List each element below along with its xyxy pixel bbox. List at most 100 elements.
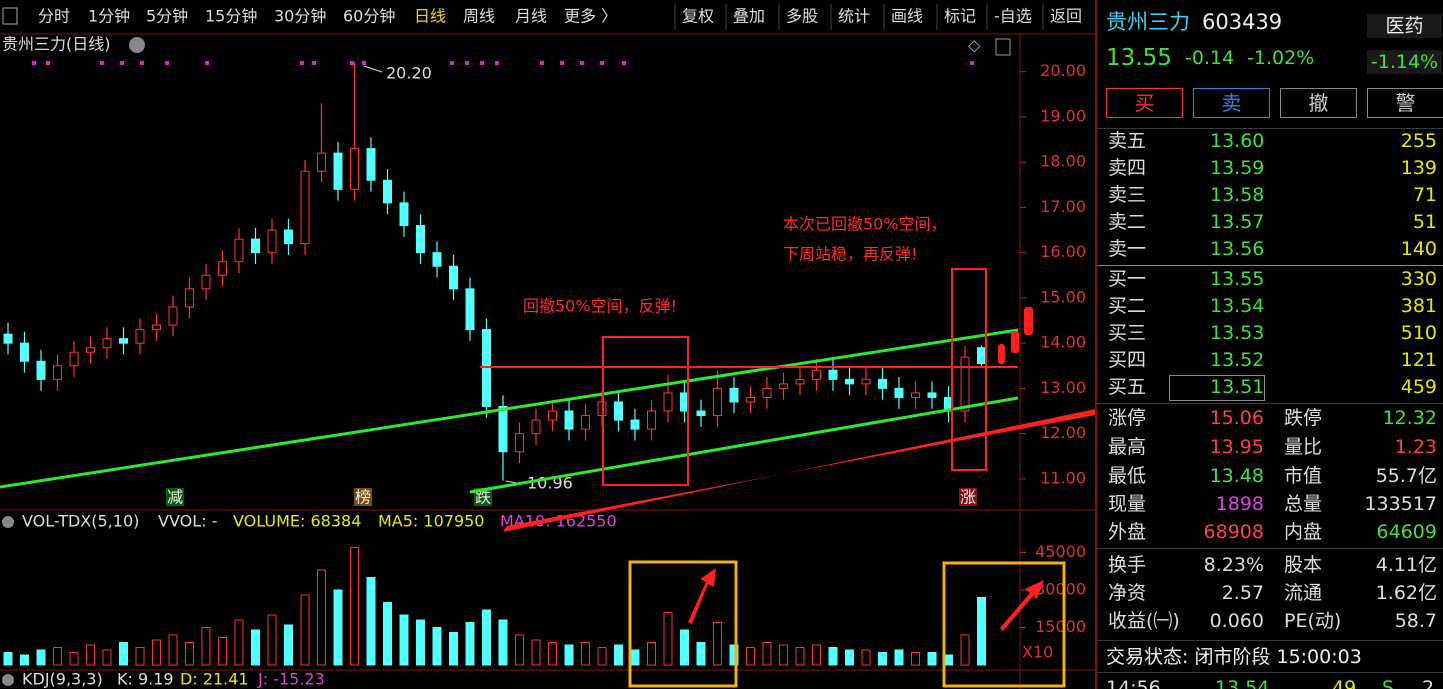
candle-body <box>911 392 920 398</box>
legend-entry: VOLUME: 68384 <box>233 512 361 531</box>
period-tab[interactable]: 5分钟 <box>146 7 188 26</box>
tool-button[interactable]: 多股 <box>786 7 818 26</box>
volume-bar <box>366 577 376 666</box>
candle-body <box>53 365 62 380</box>
highlight-box <box>602 336 689 486</box>
trade-button[interactable]: 撤 <box>1280 88 1357 118</box>
panel-toggle[interactable] <box>995 38 1011 56</box>
candle-body <box>135 329 145 344</box>
period-tab[interactable]: 30分钟 <box>274 7 326 26</box>
arrow-dot <box>1024 307 1033 335</box>
period-tab[interactable]: 周线 <box>463 7 495 26</box>
tool-button[interactable]: 标记 <box>944 7 976 26</box>
candle-body <box>86 347 95 353</box>
volume-bar <box>119 642 128 666</box>
dropdown-icon[interactable] <box>2 516 14 528</box>
volume-bar <box>383 602 392 666</box>
period-tab[interactable]: 更多 〉 <box>564 7 617 26</box>
tool-button[interactable]: 返回 <box>1050 7 1082 26</box>
signal-dot <box>480 61 484 65</box>
change: -0.14 <box>1185 47 1235 69</box>
candle-body <box>234 238 244 263</box>
volume-bar <box>482 609 491 666</box>
volume-bar <box>20 654 29 666</box>
annotation: 回撤50%空间，反弹! <box>523 297 677 316</box>
candle-body <box>977 347 986 365</box>
volume-bar <box>597 647 607 666</box>
volume-bar <box>300 594 310 666</box>
volume-bar <box>399 614 409 666</box>
order-label: 买一 <box>1108 268 1147 290</box>
volume-bar <box>795 647 805 666</box>
sector-change: -1.14% <box>1367 50 1442 74</box>
y-tick-label: 11.00 <box>1040 468 1086 487</box>
tool-button[interactable]: -自选 <box>994 7 1032 26</box>
candle-body <box>845 378 854 385</box>
dropdown-icon[interactable] <box>129 37 145 53</box>
period-tab[interactable]: 分时 <box>38 7 70 26</box>
period-tab[interactable]: 15分钟 <box>205 7 257 26</box>
candle-body <box>894 387 904 398</box>
signal-dot <box>100 61 104 65</box>
candle-body <box>861 378 871 385</box>
chart-title: 贵州三力(日线) <box>2 35 111 54</box>
period-tab[interactable]: 日线 <box>414 7 446 26</box>
period-tab[interactable]: 月线 <box>515 7 547 26</box>
menu-icon[interactable] <box>2 7 18 25</box>
tick-entry: 49 <box>1332 677 1357 689</box>
marker-badge <box>474 488 492 506</box>
separator <box>1097 640 1443 641</box>
signal-dot <box>495 61 499 65</box>
y-tick-label: 30000 <box>1035 580 1086 599</box>
tool-button[interactable]: 叠加 <box>733 7 765 26</box>
stat-label: 股本 <box>1284 554 1323 576</box>
tool-button[interactable]: 统计 <box>838 7 870 26</box>
volume-bar <box>102 649 112 666</box>
stat-label: 收益(㈠) <box>1108 610 1180 632</box>
volume-bar <box>762 642 772 666</box>
trade-button[interactable]: 卖 <box>1193 88 1270 118</box>
stat-value: 1.23 <box>1394 436 1437 458</box>
highlight-box <box>951 268 987 471</box>
volume-bar <box>548 642 557 666</box>
trade-button[interactable]: 警 <box>1367 88 1443 118</box>
volume-bar <box>630 649 640 666</box>
volume-bar <box>696 642 706 666</box>
stat-value: 13.95 <box>1209 436 1264 458</box>
volume-bar <box>812 644 821 666</box>
separator <box>1097 403 1443 404</box>
diamond-icon: ◇ <box>968 36 981 55</box>
y-tick-label: 20.00 <box>1040 61 1086 80</box>
order-price: 13.58 <box>1210 184 1265 206</box>
volume-bar <box>416 619 425 666</box>
volume-bar <box>185 642 194 666</box>
kdj-value: K: 9.19 <box>117 670 174 689</box>
tool-button[interactable]: 复权 <box>682 7 714 26</box>
order-price: 13.59 <box>1210 157 1265 179</box>
kdj-value: J: -15.23 <box>257 670 325 689</box>
volume-bar <box>663 612 673 666</box>
order-volume: 121 <box>1400 349 1437 371</box>
stat-label: 最低 <box>1108 465 1147 487</box>
period-tab[interactable]: 60分钟 <box>343 7 395 26</box>
stat-value: 58.7 <box>1394 610 1437 632</box>
period-tab[interactable]: 1分钟 <box>88 7 130 26</box>
order-volume: 330 <box>1400 268 1437 290</box>
dropdown-icon[interactable] <box>2 674 14 686</box>
order-price: 13.60 <box>1210 130 1265 152</box>
candle-body <box>366 148 376 181</box>
stat-value: 4.11亿 <box>1375 554 1437 576</box>
tool-button[interactable]: 画线 <box>891 7 923 26</box>
order-volume: 459 <box>1400 376 1437 398</box>
candle-body <box>465 288 475 331</box>
y-tick-label: 45000 <box>1035 542 1086 561</box>
candle-body <box>119 338 128 344</box>
order-price: 13.51 <box>1210 376 1265 398</box>
order-volume: 255 <box>1400 130 1437 152</box>
volume-bar <box>911 652 920 666</box>
y-tick-label: 12.00 <box>1040 423 1086 442</box>
candle-body <box>399 202 409 227</box>
kdj-value: D: 21.41 <box>180 670 249 689</box>
marker: 涨 <box>960 488 976 507</box>
trade-button[interactable]: 买 <box>1106 88 1183 118</box>
